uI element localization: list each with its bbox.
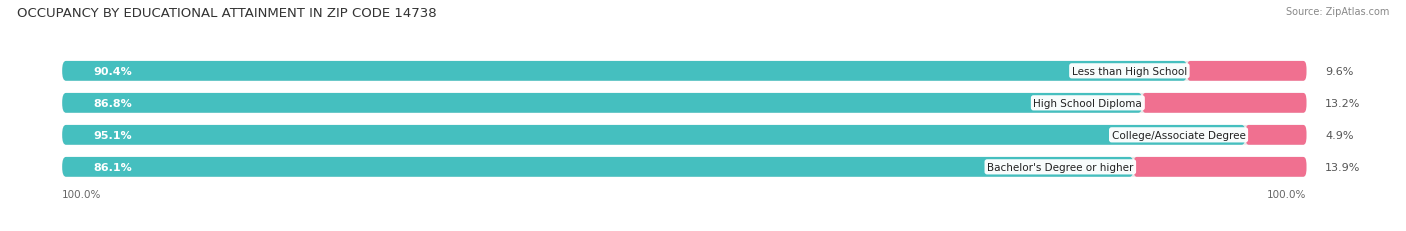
Text: High School Diploma: High School Diploma bbox=[1033, 98, 1142, 108]
FancyBboxPatch shape bbox=[62, 94, 1306, 113]
FancyBboxPatch shape bbox=[1187, 62, 1306, 81]
FancyBboxPatch shape bbox=[62, 62, 1306, 81]
FancyBboxPatch shape bbox=[1133, 157, 1306, 177]
FancyBboxPatch shape bbox=[62, 157, 1306, 177]
Text: 86.8%: 86.8% bbox=[93, 98, 132, 108]
Text: 95.1%: 95.1% bbox=[93, 130, 132, 140]
FancyBboxPatch shape bbox=[62, 157, 1133, 177]
FancyBboxPatch shape bbox=[62, 125, 1246, 145]
FancyBboxPatch shape bbox=[62, 94, 1142, 113]
Text: 100.0%: 100.0% bbox=[62, 189, 101, 199]
FancyBboxPatch shape bbox=[62, 62, 1187, 81]
Text: 90.4%: 90.4% bbox=[93, 67, 132, 76]
FancyBboxPatch shape bbox=[62, 125, 1306, 145]
Text: College/Associate Degree: College/Associate Degree bbox=[1112, 130, 1246, 140]
Text: 13.9%: 13.9% bbox=[1324, 162, 1361, 172]
Text: 86.1%: 86.1% bbox=[93, 162, 132, 172]
Text: 4.9%: 4.9% bbox=[1324, 130, 1354, 140]
FancyBboxPatch shape bbox=[1142, 94, 1306, 113]
FancyBboxPatch shape bbox=[1246, 125, 1306, 145]
Text: 100.0%: 100.0% bbox=[1267, 189, 1306, 199]
Text: Source: ZipAtlas.com: Source: ZipAtlas.com bbox=[1285, 7, 1389, 17]
Text: OCCUPANCY BY EDUCATIONAL ATTAINMENT IN ZIP CODE 14738: OCCUPANCY BY EDUCATIONAL ATTAINMENT IN Z… bbox=[17, 7, 436, 20]
Text: Bachelor's Degree or higher: Bachelor's Degree or higher bbox=[987, 162, 1133, 172]
Text: 13.2%: 13.2% bbox=[1324, 98, 1361, 108]
Text: 9.6%: 9.6% bbox=[1324, 67, 1354, 76]
Text: Less than High School: Less than High School bbox=[1071, 67, 1187, 76]
